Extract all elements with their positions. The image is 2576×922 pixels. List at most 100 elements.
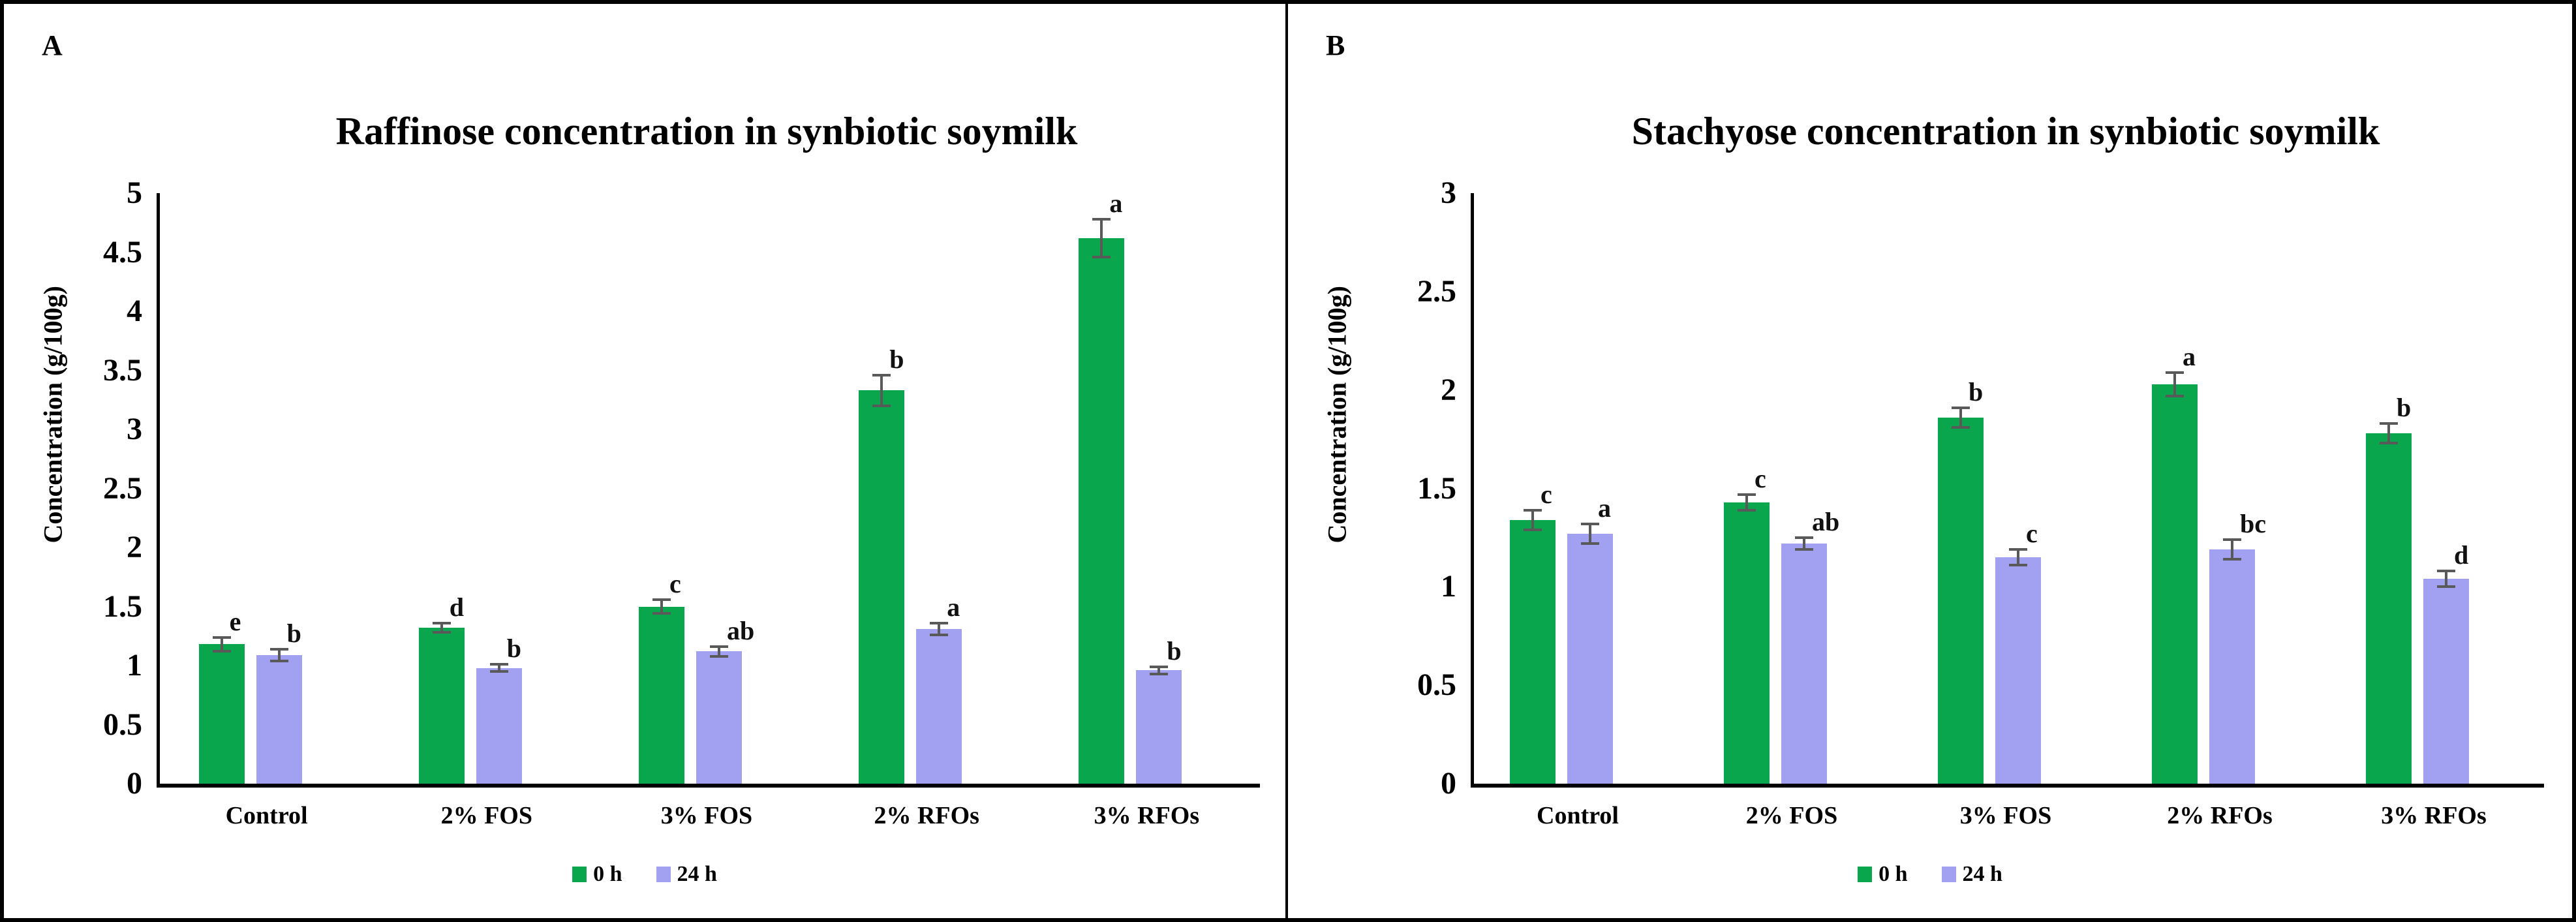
- significance-letter: ab: [727, 616, 755, 646]
- y-tick-label: 0.5: [103, 707, 142, 742]
- y-tick-label: 1: [127, 648, 142, 683]
- bar-0h-3FOS: [639, 606, 684, 784]
- error-bar: [2387, 423, 2390, 444]
- panel-label-b: B: [1326, 29, 1345, 61]
- error-bar-cap: [1795, 548, 1813, 551]
- error-bar-cap: [872, 373, 891, 376]
- error-bar: [718, 647, 720, 656]
- error-bar: [2173, 372, 2176, 396]
- error-bar-cap: [1952, 425, 1970, 429]
- legend-item-0h: 0 h: [572, 863, 622, 886]
- error-bar-cap: [1581, 542, 1599, 545]
- significance-letter: d: [449, 592, 465, 622]
- error-bar-cap: [1524, 508, 1542, 512]
- error-bar: [1589, 523, 1591, 544]
- bar-24h-Control: [1567, 533, 1613, 784]
- y-tick-label: 2: [127, 530, 142, 564]
- error-bar-cap: [432, 631, 451, 634]
- legend-item-24h: 24 h: [1941, 862, 2002, 886]
- legend-swatch-icon: [1941, 867, 1956, 882]
- x-category-label: 2% FOS: [440, 802, 532, 829]
- x-category-label: 3% RFOs: [2381, 802, 2487, 829]
- x-category-label: 3% FOS: [660, 802, 753, 829]
- panel-label-a: A: [42, 29, 63, 61]
- bar-0h-Control: [198, 644, 245, 784]
- legend: 0 h 24 h: [1288, 863, 2572, 886]
- significance-letter: a: [1598, 493, 1611, 523]
- error-bar-cap: [2380, 442, 2398, 445]
- y-tick-label: 2.5: [1417, 273, 1456, 309]
- legend-swatch-icon: [1858, 867, 1873, 882]
- bar-0h-2FOS: [418, 628, 465, 784]
- y-tick-label: 0: [127, 766, 142, 801]
- error-bar-cap: [1150, 665, 1169, 668]
- significance-letter: e: [229, 606, 241, 636]
- error-bar-cap: [1738, 508, 1756, 512]
- panel-raffinose: A Raffinose concentration in synbiotic s…: [4, 4, 1288, 918]
- x-category-label: Control: [1537, 802, 1619, 829]
- error-bar-cap: [212, 650, 231, 653]
- error-bar-cap: [1952, 406, 1970, 409]
- bar-24h-3FOS: [696, 651, 742, 784]
- bar-0h-3RFOs: [1079, 238, 1125, 784]
- error-bar-cap: [212, 636, 231, 639]
- significance-letter: c: [1755, 463, 1766, 493]
- error-bar: [220, 637, 223, 652]
- legend-swatch-icon: [572, 867, 587, 882]
- error-bar-cap: [652, 598, 671, 601]
- error-bar: [2445, 571, 2447, 587]
- bar-0h-2RFOs: [859, 390, 905, 784]
- y-tick-label: 2.5: [103, 470, 142, 506]
- error-bar-cap: [269, 647, 288, 651]
- legend-label: 24 h: [1962, 862, 2002, 886]
- x-category-label: 2% RFOs: [874, 802, 979, 829]
- y-tick-label: 4.5: [103, 234, 142, 269]
- error-bar-cap: [432, 621, 451, 624]
- error-bar: [660, 599, 663, 614]
- x-category-label: 2% RFOs: [2167, 802, 2273, 829]
- significance-letter: c: [1541, 479, 1552, 509]
- x-category-label: Control: [225, 802, 308, 829]
- panel-stachyose: B Stachyose concentration in synbiotic s…: [1288, 4, 2572, 918]
- error-bar: [1803, 537, 1805, 549]
- bar-0h-2FOS: [1724, 502, 1770, 784]
- significance-letter: bc: [2240, 508, 2266, 538]
- bar-0h-3FOS: [1938, 417, 1984, 784]
- error-bar-cap: [2009, 548, 2027, 551]
- error-bar-cap: [489, 663, 508, 666]
- error-bar-cap: [872, 404, 891, 407]
- error-bar: [2017, 549, 2019, 566]
- bar-24h-2FOS: [476, 668, 522, 784]
- error-bar-cap: [1738, 493, 1756, 496]
- bar-24h-3FOS: [1995, 557, 2041, 784]
- error-bar: [1745, 494, 1748, 510]
- bar-0h-3RFOs: [2366, 433, 2412, 784]
- legend-item-0h: 0 h: [1858, 863, 1908, 886]
- y-tick-label: 3.5: [103, 352, 142, 388]
- plot-area: c a c ab b c a bc b d: [1471, 193, 2544, 788]
- error-bar-cap: [2437, 570, 2455, 573]
- error-bar-cap: [2223, 538, 2241, 541]
- significance-letter: a: [1109, 188, 1123, 218]
- significance-letter: b: [1167, 636, 1182, 666]
- chart-title-stachyose: Stachyose concentration in synbiotic soy…: [1631, 110, 2380, 153]
- significance-letter: c: [669, 568, 681, 598]
- significance-letter: c: [2026, 519, 2038, 549]
- significance-letter: b: [2397, 392, 2412, 422]
- error-bar-cap: [2223, 558, 2241, 561]
- y-tick-label: 1: [1441, 569, 1456, 604]
- y-tick-label: 3: [1441, 176, 1456, 210]
- bar-24h-3RFOs: [2423, 579, 2469, 784]
- error-bar: [440, 622, 443, 633]
- error-bar-cap: [1092, 217, 1111, 221]
- error-bar: [1531, 510, 1534, 530]
- bar-0h-Control: [1510, 519, 1556, 784]
- bar-24h-3RFOs: [1136, 670, 1182, 784]
- bar-0h-2RFOs: [2152, 384, 2198, 784]
- y-tick-label: 2: [1441, 372, 1456, 407]
- significance-letter: ab: [1812, 506, 1840, 536]
- y-axis-title: Concentration (g/100g): [1322, 285, 1352, 543]
- error-bar-cap: [652, 612, 671, 615]
- error-bar-cap: [1581, 522, 1599, 525]
